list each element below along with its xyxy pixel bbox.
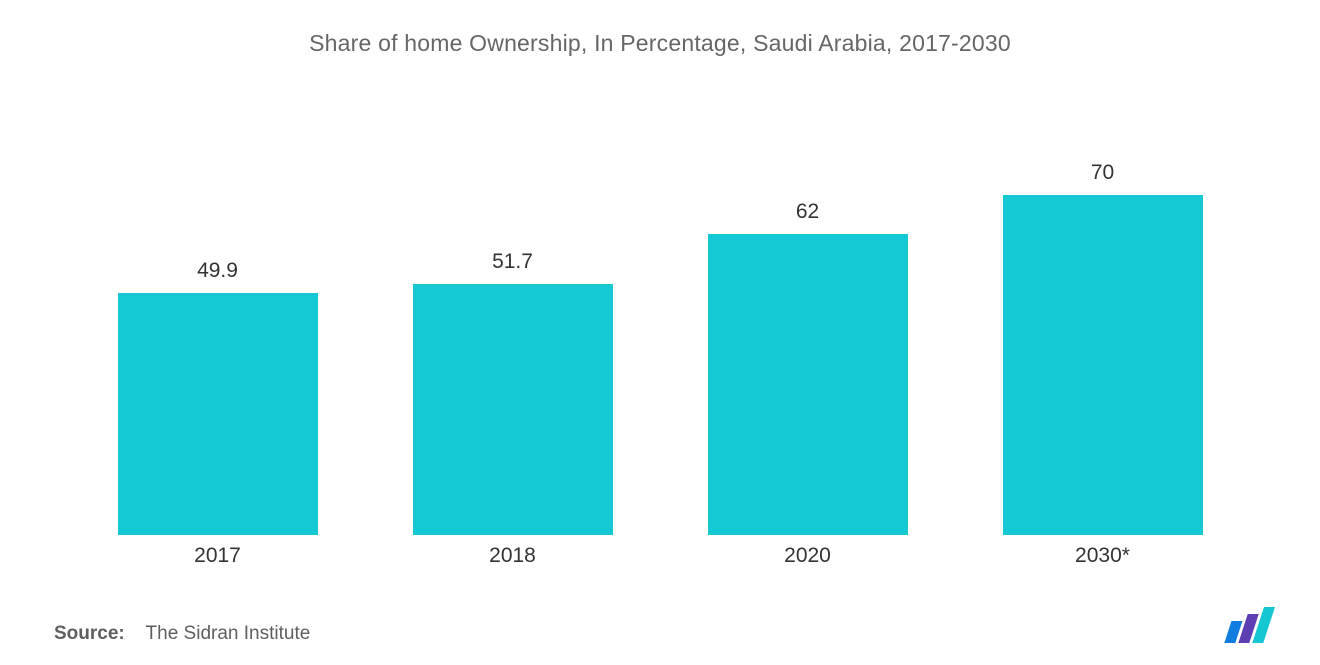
x-axis-label: 2017 (70, 544, 365, 568)
bar (1003, 195, 1203, 535)
source-line: Source: The Sidran Institute (50, 568, 1270, 645)
source-text: The Sidran Institute (146, 623, 311, 644)
x-axis: 2017 2018 2020 2030* (50, 535, 1270, 568)
brand-logo-icon (1216, 607, 1280, 643)
bar-group: 49.9 (70, 117, 365, 535)
bar-group: 70 (955, 117, 1250, 535)
bar-value-label: 49.9 (197, 259, 238, 283)
source-label: Source: (54, 623, 125, 644)
bar-value-label: 70 (1091, 161, 1114, 185)
bar-value-label: 62 (796, 200, 819, 224)
logo-bar-3 (1252, 607, 1275, 643)
bar-group: 51.7 (365, 117, 660, 535)
chart-title: Share of home Ownership, In Percentage, … (50, 30, 1270, 57)
plot-area: 49.9 51.7 62 70 (50, 57, 1270, 535)
bar-group: 62 (660, 117, 955, 535)
chart-container: Share of home Ownership, In Percentage, … (0, 0, 1320, 665)
x-axis-label: 2030* (955, 544, 1250, 568)
x-axis-label: 2018 (365, 544, 660, 568)
bar (708, 234, 908, 535)
x-axis-label: 2020 (660, 544, 955, 568)
bar-value-label: 51.7 (492, 250, 533, 274)
bar (413, 284, 613, 535)
bar (118, 293, 318, 535)
